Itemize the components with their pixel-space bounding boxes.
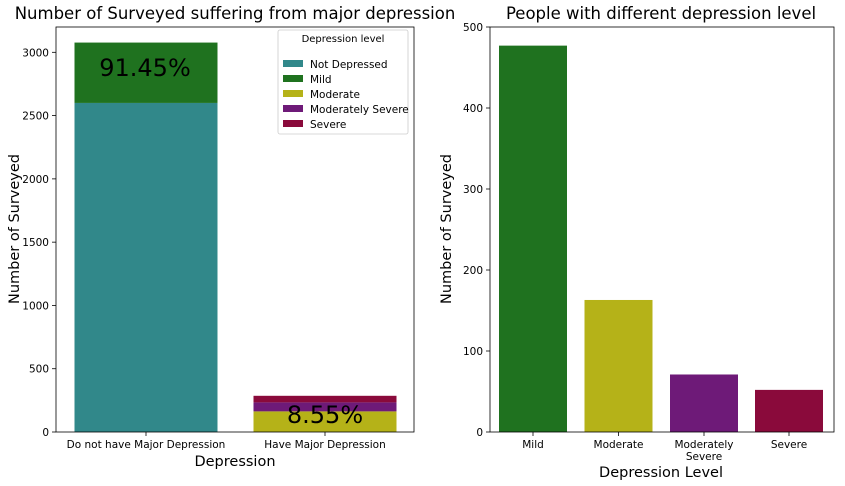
y-tick-label: 0 bbox=[476, 427, 483, 439]
x-tick-label: Have Major Depression bbox=[264, 439, 386, 451]
bar-not-depressed bbox=[74, 102, 218, 432]
y-tick-label: 3000 bbox=[22, 47, 49, 59]
bar-moderate bbox=[253, 411, 397, 432]
chart-title: Number of Surveyed suffering from major … bbox=[15, 4, 456, 23]
chart-title: People with different depression level bbox=[506, 4, 816, 23]
legend-title: Depression level bbox=[302, 34, 385, 45]
bar-mild bbox=[499, 45, 567, 432]
legend-label: Not Depressed bbox=[310, 59, 388, 71]
x-tick-label: Severe bbox=[686, 451, 722, 463]
x-tick-label: Mild bbox=[522, 439, 544, 451]
bar-mild bbox=[74, 42, 218, 103]
y-tick-label: 400 bbox=[463, 103, 483, 115]
x-tick-label: Moderately bbox=[674, 439, 733, 451]
y-tick-label: 2000 bbox=[22, 174, 49, 186]
x-axis-label: Depression bbox=[194, 454, 275, 470]
legend-swatch-moderate bbox=[283, 90, 303, 97]
percent-label-depression: 8.55% bbox=[287, 401, 363, 429]
y-tick-label: 300 bbox=[463, 184, 483, 196]
x-tick-label: Moderate bbox=[594, 439, 644, 451]
y-tick-label: 1500 bbox=[22, 237, 49, 249]
legend-swatch-not-depressed bbox=[283, 60, 303, 67]
bar-severe bbox=[755, 389, 823, 432]
bar-moderately-severe bbox=[253, 402, 397, 412]
legend-swatch-severe bbox=[283, 120, 303, 127]
x-tick-label: Severe bbox=[771, 439, 807, 451]
plot-frame-2 bbox=[489, 26, 835, 433]
x-tick-label: Do not have Major Depression bbox=[67, 439, 226, 451]
plot-frame-1 bbox=[55, 26, 415, 433]
legend-label: Moderate bbox=[310, 89, 360, 101]
y-tick-label: 200 bbox=[463, 265, 483, 277]
y-axis-label: Number of Surveyed bbox=[439, 154, 455, 304]
percent-label-no-depression: 91.45% bbox=[99, 54, 191, 82]
legend-swatch-moderately-severe bbox=[283, 105, 303, 112]
legend-label: Moderately Severe bbox=[310, 104, 409, 116]
y-tick-label: 100 bbox=[463, 346, 483, 358]
bar-moderate bbox=[584, 299, 653, 432]
y-tick-label: 1000 bbox=[22, 300, 49, 312]
y-tick-label: 500 bbox=[29, 364, 49, 376]
legend-box bbox=[277, 29, 409, 135]
y-tick-label: 0 bbox=[42, 427, 49, 439]
legend-swatch-mild bbox=[283, 75, 303, 82]
y-tick-label: 500 bbox=[463, 22, 483, 34]
y-axis-label: Number of Surveyed bbox=[7, 154, 23, 304]
legend-label: Mild bbox=[310, 74, 332, 86]
legend-label: Severe bbox=[310, 119, 346, 131]
bar-severe bbox=[253, 395, 397, 403]
x-axis-label: Depression Level bbox=[599, 465, 723, 481]
y-tick-label: 2500 bbox=[22, 111, 49, 123]
bar-moderately-severe bbox=[670, 374, 738, 432]
